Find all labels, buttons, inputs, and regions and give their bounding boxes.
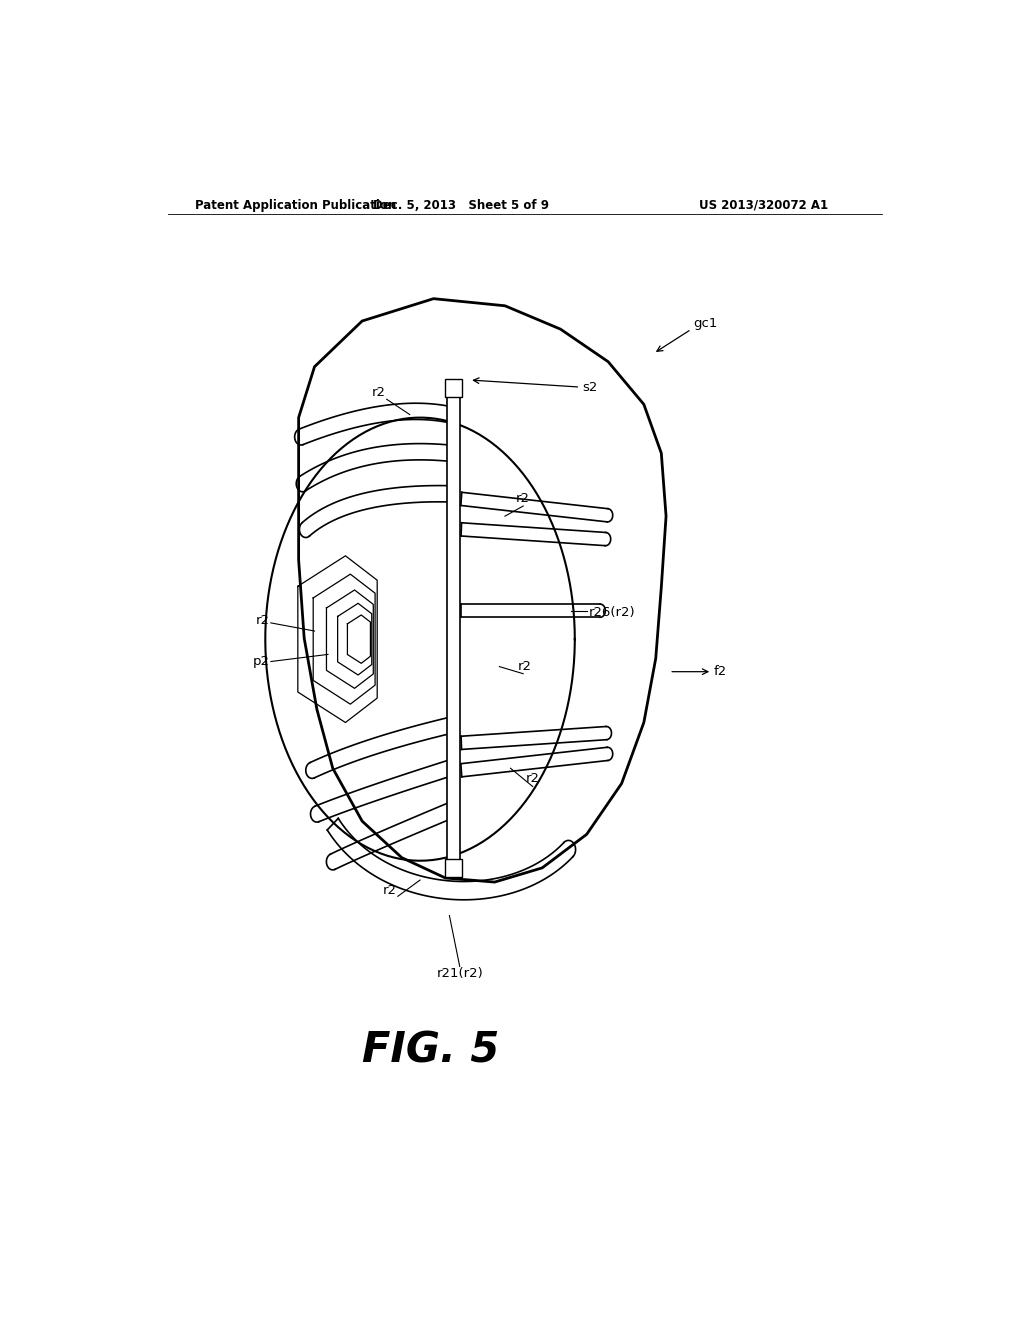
Text: s2: s2: [582, 380, 597, 393]
Text: Dec. 5, 2013   Sheet 5 of 9: Dec. 5, 2013 Sheet 5 of 9: [374, 198, 549, 211]
Text: Patent Application Publication: Patent Application Publication: [196, 198, 396, 211]
Text: r2: r2: [516, 492, 530, 506]
Text: r2: r2: [518, 660, 531, 673]
Text: r2: r2: [525, 772, 540, 785]
Text: p2: p2: [252, 655, 269, 668]
Text: r2: r2: [372, 385, 386, 399]
Bar: [444, 859, 462, 876]
Text: r26(r2): r26(r2): [588, 606, 635, 619]
Text: US 2013/320072 A1: US 2013/320072 A1: [699, 198, 828, 211]
Text: r2: r2: [255, 614, 269, 627]
Text: gc1: gc1: [693, 317, 718, 330]
Bar: [444, 379, 462, 397]
Text: r2: r2: [383, 883, 397, 896]
Text: f2: f2: [714, 665, 727, 678]
Text: r21(r2): r21(r2): [436, 968, 483, 979]
Text: FIG. 5: FIG. 5: [362, 1030, 500, 1072]
Bar: [447, 395, 460, 862]
